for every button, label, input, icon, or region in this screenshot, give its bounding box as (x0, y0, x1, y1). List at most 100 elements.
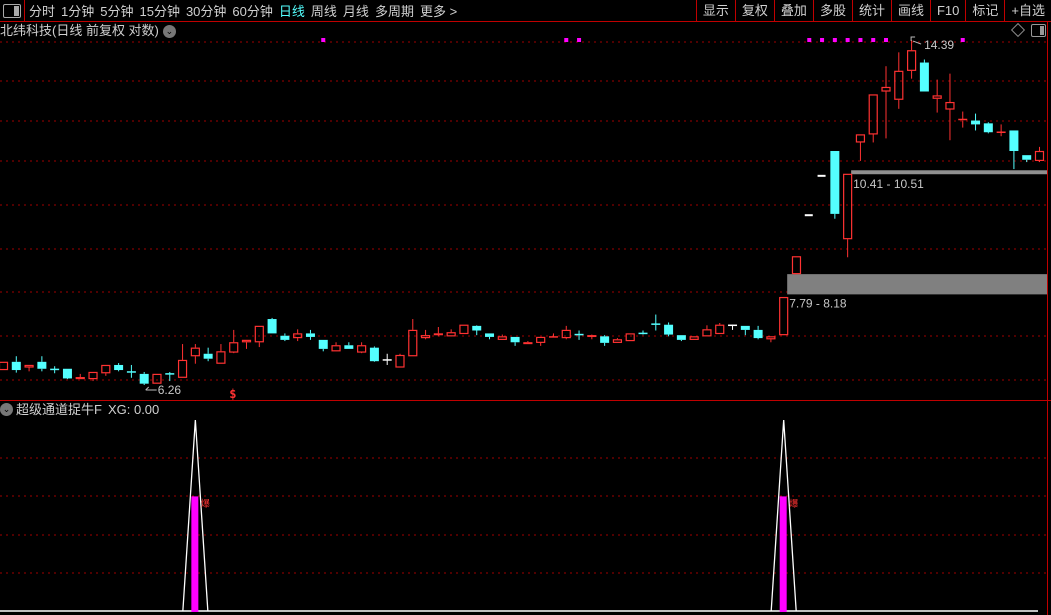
chevron-down-icon[interactable]: ⌄ (0, 403, 13, 416)
candle (229, 329, 239, 354)
toolbar-button-4[interactable]: 统计 (851, 0, 891, 21)
candle (293, 329, 303, 342)
candle (1009, 130, 1019, 170)
support-zone-band (787, 274, 1047, 295)
indicator-spike (182, 419, 209, 612)
candle-body (139, 373, 149, 384)
candle-body (561, 329, 571, 339)
tab-period-1[interactable]: 1分钟 (61, 4, 95, 19)
candle-body (664, 324, 674, 335)
signal-dot (807, 38, 812, 42)
candle (165, 371, 175, 382)
indicator-tag: 爆 (201, 497, 210, 509)
candle (75, 373, 85, 380)
candle-body (254, 325, 264, 343)
tab-period-10[interactable]: 更多 > (419, 4, 458, 19)
candle-body (894, 70, 904, 100)
candle (1022, 155, 1032, 163)
candle-body (843, 173, 853, 240)
candle-body (0, 361, 9, 371)
candle (906, 40, 917, 79)
candle (945, 73, 955, 141)
toolbar-button-3[interactable]: 多股 (812, 0, 852, 21)
low-price-label: 6.26 (158, 383, 182, 397)
tab-period-8[interactable]: 月线 (342, 4, 369, 19)
chevron-down-icon[interactable]: ⌄ (162, 24, 176, 38)
toolbar-button-7[interactable]: 标记 (965, 0, 1004, 21)
indicator-tag: 爆 (789, 497, 798, 509)
panel-toggle-icon[interactable] (3, 3, 21, 18)
tab-period-2[interactable]: 5分钟 (100, 4, 134, 19)
toolbar-button-1[interactable]: 复权 (734, 0, 774, 21)
candle (689, 336, 699, 340)
candle (472, 325, 482, 336)
candle-body (510, 336, 520, 343)
candle-body (536, 336, 546, 343)
tab-period-3[interactable]: 15分钟 (139, 4, 180, 19)
candle (382, 353, 392, 365)
indicator-bar (191, 496, 199, 612)
candle (433, 327, 443, 337)
candle (983, 122, 993, 134)
candle (24, 364, 34, 372)
candle-body (612, 339, 623, 343)
tab-period-6[interactable]: 日线 (278, 4, 305, 19)
candle (0, 361, 9, 371)
candle (152, 373, 162, 384)
candle (344, 342, 354, 349)
panel-layout-icon[interactable] (1031, 24, 1046, 37)
toolbar-button-8[interactable]: +自选 (1004, 0, 1051, 21)
candle (241, 339, 252, 349)
candle (305, 329, 315, 340)
toolbar-button-0[interactable]: 显示 (695, 0, 735, 21)
tab-period-5[interactable]: 60分钟 (232, 4, 273, 19)
candle (50, 366, 60, 374)
candle-body (305, 333, 315, 337)
signal-marker: $ (229, 387, 236, 401)
candle-body (600, 336, 610, 343)
candle-body (971, 120, 981, 125)
candle-body (395, 354, 405, 368)
tab-period-4[interactable]: 30分钟 (185, 4, 227, 19)
candle (587, 334, 597, 340)
candle-body (1034, 150, 1045, 162)
indicator-bar (779, 496, 787, 612)
candle-body (420, 335, 431, 339)
zone-label: 7.79 - 8.18 (789, 296, 847, 310)
signal-dot (564, 38, 569, 42)
candle (216, 344, 226, 364)
tab-period-0[interactable]: 分时 (29, 4, 56, 19)
candle-body (459, 324, 469, 335)
candle-body (676, 335, 686, 340)
candle-body (318, 339, 328, 349)
candle (395, 353, 405, 368)
indicator-readout: XG: 0.00 (107, 402, 160, 417)
candle-body (280, 335, 290, 340)
signal-dot (321, 38, 326, 42)
candle (408, 319, 418, 357)
candle (548, 333, 558, 338)
candle (728, 324, 738, 330)
signal-dot (577, 38, 582, 42)
candle-body (190, 347, 200, 357)
candle (958, 111, 968, 128)
candle-body (114, 364, 124, 371)
candle (600, 335, 610, 346)
candle-body (779, 296, 789, 336)
candle-body (740, 325, 750, 330)
candle (996, 124, 1006, 137)
toolbar-button-6[interactable]: F10 (929, 0, 965, 21)
candle (357, 342, 367, 354)
toolbar-button-5[interactable]: 画线 (890, 0, 930, 21)
candle-body (855, 134, 866, 143)
candle (267, 317, 277, 334)
candle (190, 344, 200, 364)
tab-period-7[interactable]: 周线 (310, 4, 337, 19)
candle (766, 336, 776, 343)
candle (177, 344, 188, 378)
tab-period-9[interactable]: 多周期 (374, 4, 414, 19)
candle-body (229, 342, 239, 353)
candle (459, 324, 469, 335)
toolbar-button-2[interactable]: 叠加 (773, 0, 813, 21)
